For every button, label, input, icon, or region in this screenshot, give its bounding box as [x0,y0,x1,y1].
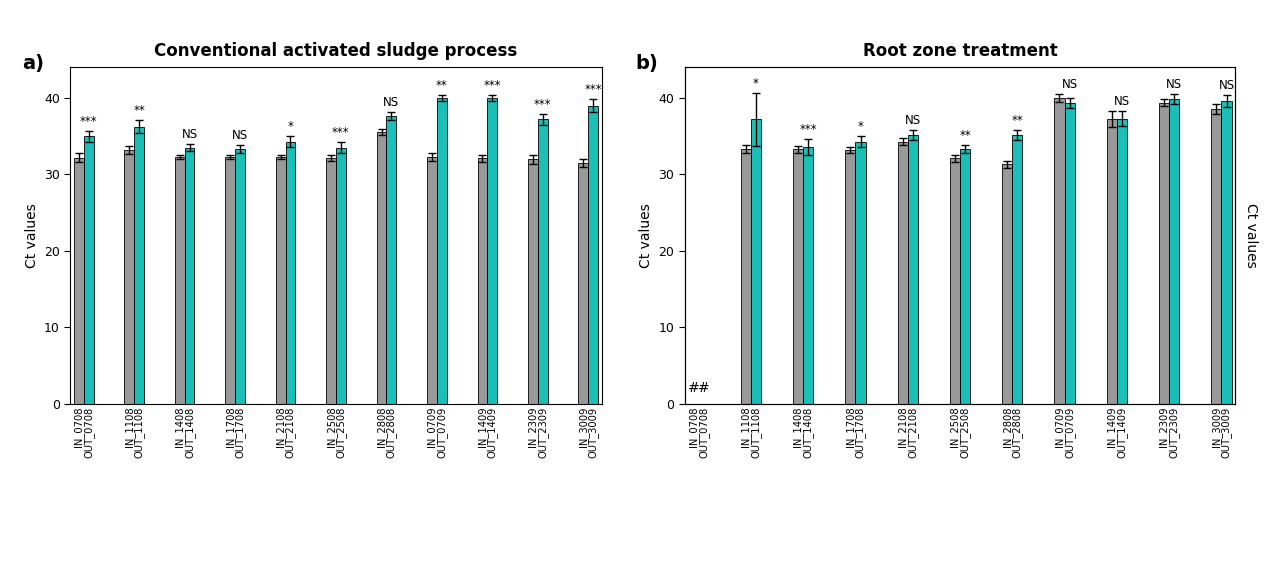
Bar [285,141,296,404]
Bar [579,163,589,404]
Bar [184,148,195,404]
Bar [225,157,236,404]
Text: **: ** [1011,114,1023,127]
Bar [488,98,497,404]
Bar [538,119,548,404]
Bar [527,159,538,404]
Bar [428,157,436,404]
Bar [134,127,145,404]
Text: **: ** [436,79,448,92]
Text: NS: NS [1219,79,1235,92]
Title: Conventional activated sludge process: Conventional activated sludge process [155,42,517,60]
Text: NS: NS [182,128,197,141]
Bar [897,141,908,404]
Y-axis label: Ct values: Ct values [1244,203,1257,268]
Bar [124,150,134,404]
Text: b): b) [635,54,658,73]
Text: NS: NS [1061,78,1078,91]
Text: NS: NS [1166,77,1183,91]
Bar [845,150,855,404]
Text: NS: NS [905,114,920,127]
Text: ***: *** [585,83,602,96]
Bar [376,132,387,404]
Bar [335,148,346,404]
Text: NS: NS [232,129,248,142]
Bar [1002,164,1012,404]
Bar [275,157,285,404]
Bar [1169,99,1179,404]
Bar [387,116,397,404]
Text: NS: NS [383,96,399,109]
Bar [1117,118,1128,404]
Bar [1065,103,1075,404]
Bar [950,158,960,404]
Bar [436,98,447,404]
Text: *: * [288,120,293,133]
Bar [1055,98,1065,404]
Text: *: * [858,119,864,133]
Text: a): a) [23,54,45,73]
Bar [1221,101,1231,404]
Bar [960,149,970,404]
Bar [477,158,488,404]
Bar [741,149,751,404]
Text: ***: *** [79,115,97,128]
Bar [751,119,762,404]
Bar [1158,103,1169,404]
Bar [803,147,813,404]
Bar [175,157,184,404]
Title: Root zone treatment: Root zone treatment [863,42,1057,60]
Bar [589,105,598,404]
Text: #: # [687,381,699,395]
Text: #: # [698,381,709,395]
Y-axis label: Ct values: Ct values [639,203,653,268]
Bar [74,158,83,404]
Bar [326,158,335,404]
Bar [855,141,865,404]
Text: **: ** [959,129,972,142]
Text: ***: *** [484,79,500,92]
Text: *: * [753,76,759,90]
Bar [1107,119,1117,404]
Y-axis label: Ct values: Ct values [24,203,38,268]
Bar [1012,135,1023,404]
Text: ***: *** [800,123,817,136]
Text: **: ** [133,104,145,117]
Bar [908,135,918,404]
Text: NS: NS [1114,95,1130,108]
Bar [792,149,803,404]
Text: ***: *** [534,98,552,111]
Text: ***: *** [332,126,349,139]
Bar [83,136,93,404]
Bar [236,149,244,404]
Bar [1211,109,1221,404]
